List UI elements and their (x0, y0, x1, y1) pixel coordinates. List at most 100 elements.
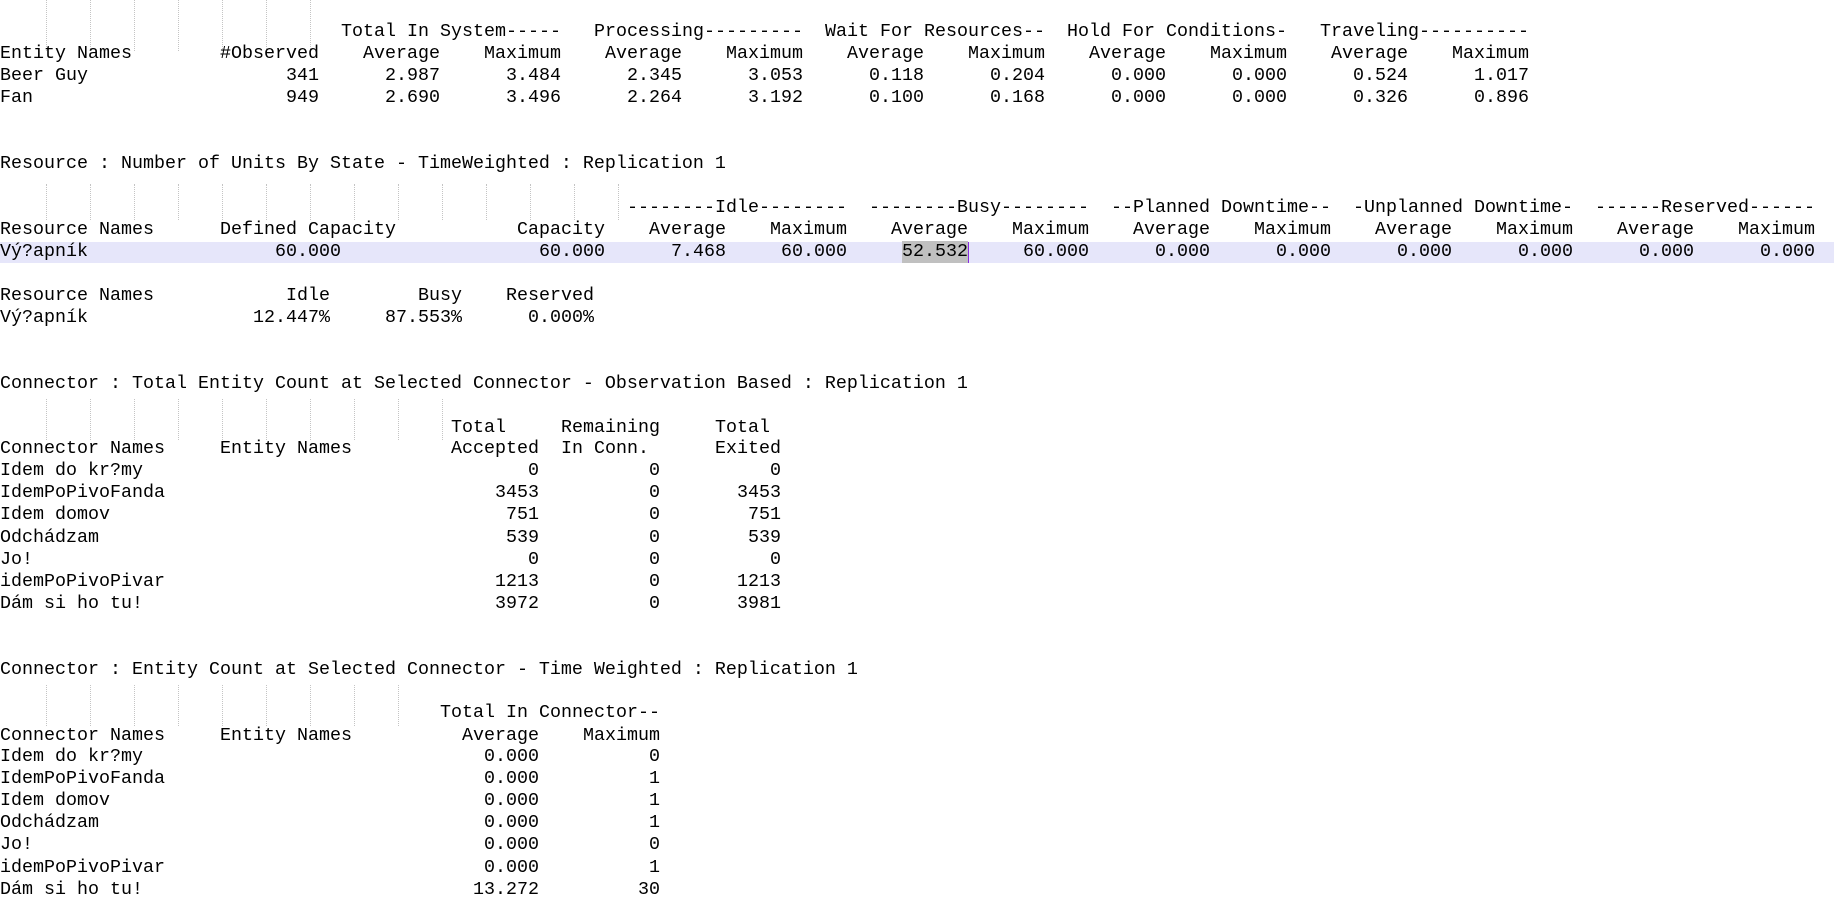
table-cell: 0 (649, 504, 660, 526)
table-cell: 0 (770, 548, 781, 570)
column-divider[interactable] (310, 184, 311, 220)
column-divider[interactable] (178, 184, 179, 220)
connector-name: Idem do kr?my (0, 745, 143, 767)
connector-name: IdemPoPivoFanda (0, 767, 165, 789)
column-divider[interactable] (222, 184, 223, 220)
table-cell: 3453 (495, 482, 539, 504)
section-title: Connector : Entity Count at Selected Con… (0, 659, 858, 680)
column-divider[interactable] (398, 184, 399, 220)
column-divider[interactable] (266, 0, 267, 51)
column-header: Connector Names (0, 724, 165, 746)
table-cell: 0.000 (1155, 240, 1210, 262)
table-cell: 3453 (737, 482, 781, 504)
table-cell: 0.000 (1232, 65, 1287, 86)
table-cell: 2.345 (627, 65, 682, 86)
group-header: --------Busy-------- (869, 197, 1089, 218)
table-cell: 0.000 (1111, 65, 1166, 86)
column-divider[interactable] (310, 0, 311, 51)
column-header: Average (649, 219, 726, 240)
column-header: Maximum (1012, 219, 1089, 240)
group-header: -Unplanned Downtime- (1353, 197, 1573, 218)
column-divider[interactable] (354, 184, 355, 220)
table-cell: 0.000 (1111, 87, 1166, 109)
column-header: Average (891, 219, 968, 240)
table-cell: 60.000 (539, 240, 605, 262)
group-header: Hold For Conditions- (1067, 20, 1287, 42)
column-divider[interactable] (530, 184, 531, 220)
column-divider[interactable] (442, 184, 443, 220)
section-title: Resource : Number of Units By State - Ti… (0, 152, 726, 174)
column-header: Average (1133, 219, 1210, 240)
table-cell: 60.000 (781, 240, 847, 262)
table-cell: 0 (649, 571, 660, 592)
table-cell: 0 (649, 548, 660, 570)
column-divider[interactable] (442, 399, 443, 440)
column-divider[interactable] (46, 685, 47, 726)
table-cell: 1 (649, 789, 660, 811)
table-cell: 0 (528, 548, 539, 570)
column-header: Resource Names (0, 219, 154, 240)
column-divider[interactable] (134, 399, 135, 440)
column-header: Accepted (451, 438, 539, 459)
column-divider[interactable] (354, 399, 355, 440)
column-header: Maximum (770, 219, 847, 240)
table-cell: 0 (649, 834, 660, 856)
selected-cell[interactable]: 52.532 (902, 240, 968, 263)
table-cell: 539 (506, 526, 539, 548)
column-divider[interactable] (486, 184, 487, 220)
column-divider[interactable] (46, 184, 47, 220)
column-divider[interactable] (178, 0, 179, 51)
connector-name: Idem domov (0, 504, 110, 526)
column-divider[interactable] (178, 399, 179, 440)
column-header: Maximum (1210, 42, 1287, 64)
resource-name: Vý?apník (0, 240, 88, 262)
column-divider[interactable] (134, 184, 135, 220)
group-header: Total In Connector-- (440, 702, 660, 723)
column-divider[interactable] (398, 685, 399, 726)
column-header: Maximum (1738, 219, 1815, 240)
table-cell: 0 (649, 745, 660, 767)
column-header: Average (1331, 42, 1408, 64)
group-header: ------Reserved------ (1595, 197, 1815, 218)
table-cell: 30 (638, 878, 660, 900)
table-cell: 1213 (495, 571, 539, 592)
column-header: Average (605, 42, 682, 64)
column-divider[interactable] (222, 399, 223, 440)
column-divider[interactable] (222, 685, 223, 726)
column-divider[interactable] (90, 399, 91, 440)
column-divider[interactable] (46, 399, 47, 440)
column-divider[interactable] (134, 0, 135, 51)
column-divider[interactable] (46, 0, 47, 51)
column-header: #Observed (220, 42, 319, 64)
column-divider[interactable] (222, 0, 223, 51)
column-divider[interactable] (266, 399, 267, 440)
column-divider[interactable] (618, 184, 619, 220)
table-cell: 0.000% (528, 307, 594, 328)
column-divider[interactable] (134, 685, 135, 726)
column-divider[interactable] (310, 685, 311, 726)
table-cell: 0.000 (484, 834, 539, 856)
column-divider[interactable] (266, 184, 267, 220)
column-divider[interactable] (310, 399, 311, 440)
table-cell: 0.118 (869, 65, 924, 86)
column-header: Average (1617, 219, 1694, 240)
column-divider[interactable] (90, 184, 91, 220)
table-cell: 13.272 (473, 878, 539, 900)
connector-name: idemPoPivoPivar (0, 571, 165, 592)
column-divider[interactable] (398, 399, 399, 440)
group-header: Total In System----- (341, 20, 561, 42)
table-cell: 0.000 (1276, 240, 1331, 262)
table-cell: 0.000 (484, 745, 539, 767)
column-divider[interactable] (90, 0, 91, 51)
column-divider[interactable] (90, 685, 91, 726)
column-divider[interactable] (574, 184, 575, 220)
connector-name: Idem domov (0, 789, 110, 811)
table-cell: 87.553% (385, 307, 462, 328)
table-cell: 0.326 (1353, 87, 1408, 109)
entity-name: Fan (0, 87, 33, 109)
column-divider[interactable] (178, 685, 179, 726)
table-cell: 3.496 (506, 87, 561, 109)
table-cell: 3.192 (748, 87, 803, 109)
column-divider[interactable] (354, 685, 355, 726)
column-divider[interactable] (266, 685, 267, 726)
